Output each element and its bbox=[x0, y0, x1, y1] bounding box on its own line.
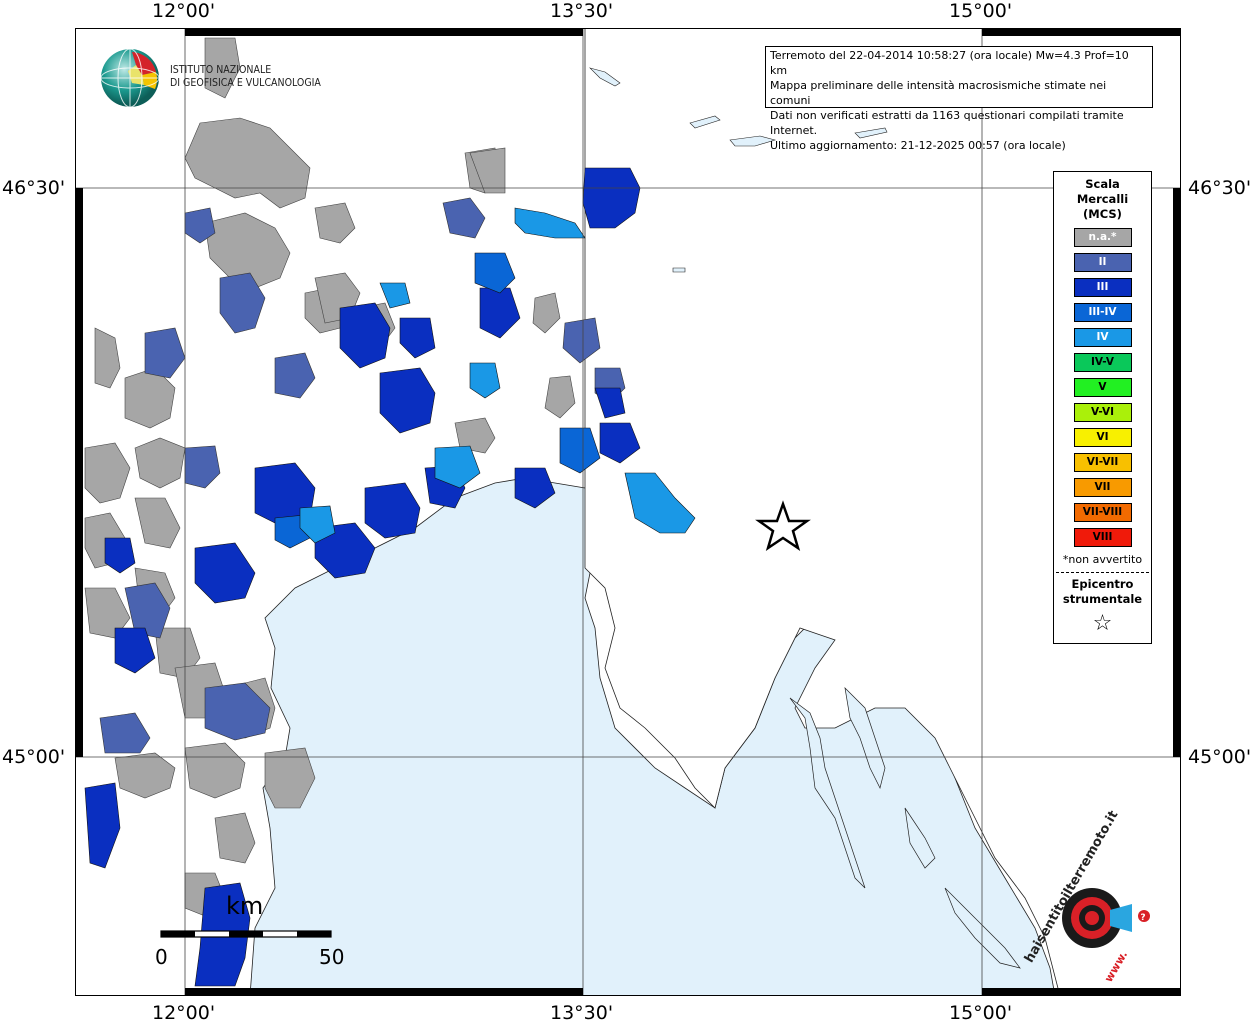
slovenia-lake-2 bbox=[689, 115, 721, 129]
map-canvas bbox=[75, 28, 1181, 996]
island-krk bbox=[844, 686, 886, 790]
map-description-line: Mappa preliminare delle intensità macros… bbox=[770, 79, 1107, 107]
ingv-logo bbox=[100, 48, 160, 108]
legend-swatch: VI-VII bbox=[1073, 453, 1132, 472]
legend-swatch: n.a.* bbox=[1073, 228, 1132, 247]
scalebar-min: 0 bbox=[155, 945, 168, 969]
legend-swatch: II bbox=[1073, 253, 1132, 272]
slovenia-lake-1 bbox=[588, 67, 621, 87]
top-axis-label-1: 12°00' bbox=[152, 0, 216, 22]
island-rab bbox=[904, 807, 936, 869]
legend-swatch: VIII bbox=[1073, 528, 1132, 547]
legend-swatch: V-VI bbox=[1073, 403, 1132, 422]
left-axis-label-2: 45°00' bbox=[2, 746, 66, 768]
earthquake-line: Terremoto del 22-04-2014 10:58:27 (ora l… bbox=[770, 49, 1129, 77]
slovenia-lake-4 bbox=[854, 127, 888, 139]
graticule bbox=[75, 28, 1181, 996]
event-info-box: Terremoto del 22-04-2014 10:58:27 (ora l… bbox=[765, 46, 1153, 152]
slovenia-lake-5 bbox=[672, 267, 686, 273]
island-cres bbox=[789, 697, 866, 889]
legend-epicenter-label: Epicentro strumentale bbox=[1054, 577, 1151, 607]
left-axis-label-1: 46°30' bbox=[2, 177, 66, 199]
legend-epicenter-line2: strumentale bbox=[1062, 592, 1143, 606]
legend-swatch: IV bbox=[1073, 328, 1132, 347]
legend-title-line2: Mercalli bbox=[1076, 192, 1129, 206]
haisentito-logo: ? bbox=[1062, 888, 1150, 948]
scalebar-unit: km bbox=[226, 892, 264, 920]
update-line: Ultimo aggiornamento: 21-12-2025 00:57 (… bbox=[770, 139, 1066, 152]
comuni-iv-layer bbox=[299, 207, 696, 544]
legend-note: *non avvertito bbox=[1062, 553, 1143, 566]
scale-bar bbox=[160, 930, 332, 938]
ingv-name: ISTITUTO NAZIONALE DI GEOFISICA E VULCAN… bbox=[170, 64, 321, 89]
legend-swatch: VII bbox=[1073, 478, 1132, 497]
right-axis-label-2: 45°00' bbox=[1188, 746, 1252, 768]
legend-item: III-IV bbox=[1054, 303, 1151, 322]
legend-swatch: IV-V bbox=[1073, 353, 1132, 372]
scalebar-max: 50 bbox=[319, 945, 345, 969]
comuni-ii-layer bbox=[99, 197, 626, 754]
legend-swatch: V bbox=[1073, 378, 1132, 397]
right-axis-label-1: 46°30' bbox=[1188, 177, 1252, 199]
legend-title-line3: (MCS) bbox=[1083, 207, 1122, 221]
legend-title: Scala Mercalli (MCS) bbox=[1054, 177, 1151, 222]
legend-item: VI bbox=[1054, 428, 1151, 447]
legend-item: IV bbox=[1054, 328, 1151, 347]
legend-swatch: VI bbox=[1073, 428, 1132, 447]
legend-swatch: III bbox=[1073, 278, 1132, 297]
top-axis-label-2: 13°30' bbox=[550, 0, 614, 22]
legend-items: n.a.* II III III-IV IV IV-V V V-VI VI VI-VII VII VI… bbox=[1054, 228, 1151, 547]
legend-item: n.a.* bbox=[1054, 228, 1151, 247]
ingv-name-line2: DI GEOFISICA E VULCANOLOGIA bbox=[170, 76, 321, 89]
svg-text:?: ? bbox=[1140, 913, 1145, 923]
legend-item: VIII bbox=[1054, 528, 1151, 547]
bottom-axis-label-2: 13°30' bbox=[550, 1002, 614, 1024]
legend-item: VII-VIII bbox=[1054, 503, 1151, 522]
legend-item: V bbox=[1054, 378, 1151, 397]
ingv-name-line1: ISTITUTO NAZIONALE bbox=[170, 64, 272, 76]
mcs-legend: Scala Mercalli (MCS) n.a.* II III III-IV IV I… bbox=[1053, 171, 1152, 644]
data-source-line: Dati non verificati estratti da 1163 que… bbox=[770, 109, 1124, 137]
legend-title-line1: Scala bbox=[1085, 177, 1120, 191]
legend-item: VI-VII bbox=[1054, 453, 1151, 472]
legend-swatch: VII-VIII bbox=[1073, 503, 1132, 522]
legend-item: III bbox=[1054, 278, 1151, 297]
epicenter-star-icon bbox=[755, 500, 811, 551]
comuni-iii-layer bbox=[84, 167, 641, 987]
bottom-axis-label-3: 15°00' bbox=[949, 1002, 1013, 1024]
legend-epicenter-line1: Epicentro bbox=[1071, 577, 1134, 591]
legend-item: IV-V bbox=[1054, 353, 1151, 372]
legend-item: VII bbox=[1054, 478, 1151, 497]
star-outline-icon: ☆ bbox=[1092, 611, 1113, 636]
slovenia-lake-3 bbox=[729, 135, 777, 147]
istria-coast bbox=[584, 28, 1181, 996]
legend-separator bbox=[1056, 572, 1149, 573]
legend-item: V-VI bbox=[1054, 403, 1151, 422]
island-pag bbox=[944, 887, 1021, 969]
bottom-axis-label-1: 12°00' bbox=[152, 1002, 216, 1024]
top-axis-label-3: 15°00' bbox=[949, 0, 1013, 22]
legend-item: II bbox=[1054, 253, 1151, 272]
legend-swatch: III-IV bbox=[1073, 303, 1132, 322]
frame-ticks bbox=[75, 28, 1181, 996]
